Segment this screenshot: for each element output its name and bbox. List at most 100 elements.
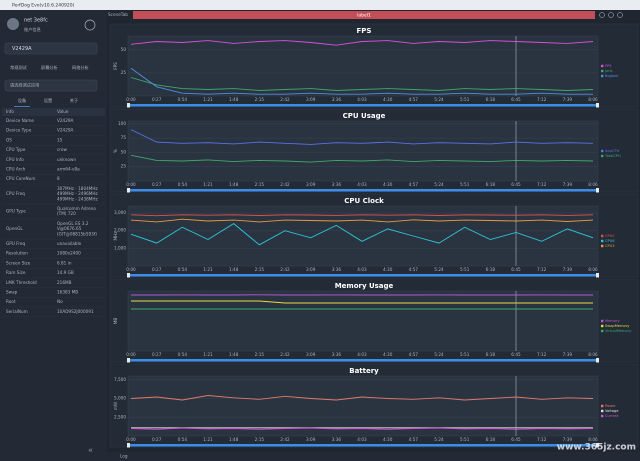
mode-tab[interactable]: 屏幕分析 [41,64,58,71]
y-tick-label: 5,000 [114,396,126,401]
y-tick-label: 75 [121,135,127,140]
device-select[interactable] [4,42,98,55]
slider-handle[interactable] [596,358,599,363]
slider-handle[interactable] [127,443,130,448]
series-line [130,395,594,401]
chart-title: CPU Usage [343,112,386,120]
legend-swatch [601,404,604,408]
x-tick-label: 1:21 [203,182,213,187]
x-tick-label: 3:36 [332,97,342,102]
x-tick-label: 2:42 [280,97,290,102]
y-tick-label: 25 [121,70,127,75]
slider-handle[interactable] [127,273,130,278]
x-tick-label: 1:48 [229,97,239,102]
info-value: OpenGL ES 3.2 [57,221,89,226]
info-value: 1080x2400 [57,251,81,256]
x-tick-label: 5:51 [460,437,470,442]
x-tick-label: 0:27 [152,437,162,442]
x-tick-label: 4:30 [383,267,393,272]
slider-handle[interactable] [596,188,599,193]
slider-handle[interactable] [596,443,599,448]
plot-area [127,205,599,267]
info-value: No [57,299,63,304]
series-line [130,129,594,145]
chart-title: CPU Clock [344,197,384,205]
slider-handle[interactable] [127,103,130,108]
x-tick-label: 6:18 [486,352,496,357]
x-tick-label: 5:24 [434,352,444,357]
legend-label: Voltage [605,409,619,413]
info-key: CPU CoreNum [6,176,35,181]
x-tick-label: 6:45 [511,182,521,187]
x-tick-label: 3:36 [332,182,342,187]
legend-label: BigJank [605,74,619,78]
x-tick-label: 4:03 [357,267,367,272]
info-value: (TM) 720 [57,211,76,216]
legend-swatch [601,74,604,78]
x-tick-label: 2:15 [255,267,265,272]
slider-handle[interactable] [127,358,130,363]
icon[interactable] [617,12,623,18]
y-tick-label: 1,000 [114,245,126,250]
x-tick-label: 6:18 [486,437,496,442]
legend-label: VirtualMemory [605,329,632,333]
x-tick-label: 0:54 [178,267,188,272]
info-key: Resolution [6,251,28,256]
mode-tab[interactable]: 常规测试 [10,64,28,71]
legend-swatch [601,409,604,413]
info-key: CPU Type [6,147,26,152]
legend-label: CPU3 [605,244,615,248]
chart-title: Memory Usage [335,282,394,290]
info-value: V@0676.65 [57,226,82,231]
info-value: 14.9 GB [57,270,74,275]
time-slider[interactable] [128,104,598,107]
user-name: net 3e8fc [24,18,48,24]
legend-label: AppCPU [605,149,620,153]
info-key: LMK Threshold [6,280,37,285]
x-tick-label: 7:12 [537,97,547,102]
x-tick-label: 0:00 [126,437,136,442]
x-tick-label: 2:42 [280,267,290,272]
x-tick-label: 5:24 [434,97,444,102]
x-tick-label: 2:42 [280,182,290,187]
x-tick-label: 2:15 [255,352,265,357]
icon[interactable] [608,12,614,18]
time-slider[interactable] [128,189,598,192]
log-tab[interactable]: Log [120,454,128,459]
time-slider[interactable] [128,359,598,362]
x-tick-label: 6:18 [486,267,496,272]
legend-swatch [601,319,604,323]
app-select[interactable] [4,79,98,92]
label-bar [133,11,595,19]
x-tick-label: 4:57 [409,267,419,272]
time-slider[interactable] [128,444,598,447]
info-value: crow [57,147,67,152]
info-key: Device Type [6,128,32,133]
time-slider[interactable] [128,274,598,277]
icon[interactable] [599,12,605,18]
collapse-button[interactable]: « [88,446,93,455]
scene-tab[interactable]: SceneTab [108,12,128,17]
slider-handle[interactable] [127,188,130,193]
x-tick-label: 5:51 [460,267,470,272]
info-tab[interactable]: 设备 [18,97,27,104]
x-tick-label: 8:06 [588,182,598,187]
info-tab[interactable]: 关于 [70,97,78,104]
info-value: (GIT@08815b593f) [57,231,97,236]
info-value: unknown [57,157,76,162]
x-tick-label: 5:24 [434,437,444,442]
account-link[interactable]: 账户信息 [24,26,41,33]
mode-tab[interactable]: 网络分析 [72,64,89,71]
x-tick-label: 0:00 [126,97,136,102]
slider-handle[interactable] [596,273,599,278]
slider-handle[interactable] [596,103,599,108]
y-axis-label: % [113,149,118,153]
legend-label: SwapMemory [605,324,630,328]
info-tab[interactable]: 设置 [44,97,52,104]
y-tick-label: 7,500 [114,377,126,382]
info-value: 16383 MB [57,290,78,295]
x-tick-label: 4:03 [357,97,367,102]
y-tick-label: 100 [118,121,126,126]
settings-button[interactable] [84,19,96,31]
x-tick-label: 4:03 [357,352,367,357]
